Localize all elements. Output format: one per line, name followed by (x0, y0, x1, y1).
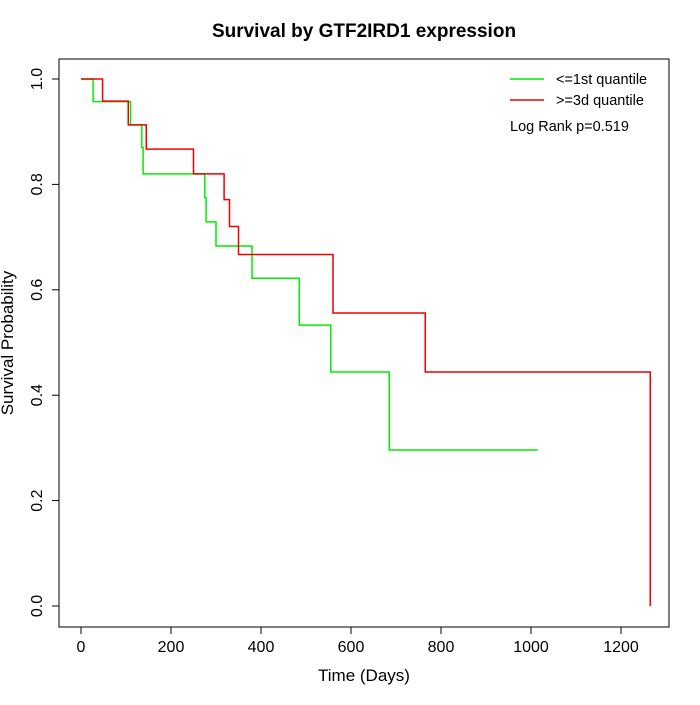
x-tick-label: 1200 (603, 639, 639, 656)
x-tick-label: 600 (338, 639, 365, 656)
y-axis: 0.0 0.2 0.4 0.6 0.8 1.0 (29, 68, 60, 617)
y-axis-label: Survival Probability (0, 270, 17, 415)
chart-title: Survival by GTF2IRD1 expression (212, 21, 516, 42)
x-tick-label: 1000 (513, 639, 549, 656)
series-line-1 (81, 78, 538, 451)
x-tick-label: 400 (248, 639, 275, 656)
x-tick-label: 0 (77, 639, 86, 656)
y-tick-label: 0.0 (29, 595, 46, 617)
legend: <=1st quantile >=3d quantile (510, 72, 647, 109)
x-axis: 0 200 400 600 800 1000 1200 (77, 626, 639, 656)
log-rank-annotation: Log Rank p=0.519 (510, 119, 629, 135)
legend-label-2: >=3d quantile (556, 93, 644, 109)
series-layer (81, 78, 651, 606)
series-line-2 (81, 78, 651, 606)
x-tick-label: 800 (428, 639, 455, 656)
x-axis-label: Time (Days) (318, 666, 410, 685)
y-tick-label: 0.2 (29, 489, 46, 511)
y-tick-label: 0.8 (29, 173, 46, 195)
x-tick-label: 200 (158, 639, 185, 656)
y-tick-label: 0.6 (29, 279, 46, 301)
y-tick-label: 0.4 (29, 384, 46, 406)
y-tick-label: 1.0 (29, 68, 46, 90)
legend-label-1: <=1st quantile (556, 72, 647, 88)
